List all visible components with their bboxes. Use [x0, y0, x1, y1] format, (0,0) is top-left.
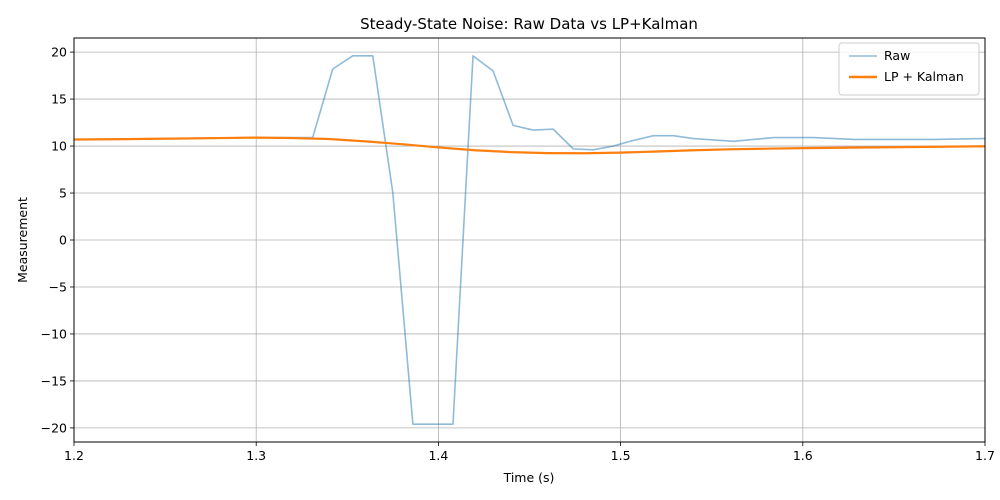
chart-title: Steady-State Noise: Raw Data vs LP+Kalma… — [360, 15, 698, 33]
grid-lines — [73, 38, 986, 442]
y-axis-label: Measurement — [15, 197, 30, 283]
raw-series-line — [73, 55, 986, 425]
legend: Raw LP + Kalman — [838, 42, 980, 96]
y-tick-label: 20 — [51, 45, 67, 60]
lp-kalman-series-line — [73, 136, 986, 155]
x-tick-label: 1.2 — [64, 448, 84, 463]
y-tick-label: −15 — [41, 373, 67, 388]
y-tick-label: −10 — [41, 326, 67, 341]
y-tick-label: −5 — [49, 279, 67, 294]
x-axis-ticks: 1.2 1.3 1.4 1.5 1.6 1.7 — [64, 442, 995, 463]
y-axis-ticks: −20 −15 −10 −5 0 5 10 15 20 — [41, 45, 74, 435]
legend-label-lp-kalman: LP + Kalman — [884, 69, 964, 84]
legend-label-raw: Raw — [884, 48, 910, 63]
x-tick-label: 1.3 — [246, 448, 266, 463]
y-tick-label: 0 — [59, 233, 67, 248]
x-tick-label: 1.4 — [428, 448, 448, 463]
series-lines — [73, 55, 986, 425]
x-tick-label: 1.6 — [793, 448, 813, 463]
x-axis-label: Time (s) — [503, 470, 555, 485]
y-tick-label: 5 — [59, 186, 67, 201]
x-tick-label: 1.7 — [975, 448, 995, 463]
y-tick-label: −20 — [41, 420, 67, 435]
y-tick-label: 10 — [51, 139, 67, 154]
x-tick-label: 1.5 — [611, 448, 631, 463]
y-tick-label: 15 — [51, 92, 67, 107]
